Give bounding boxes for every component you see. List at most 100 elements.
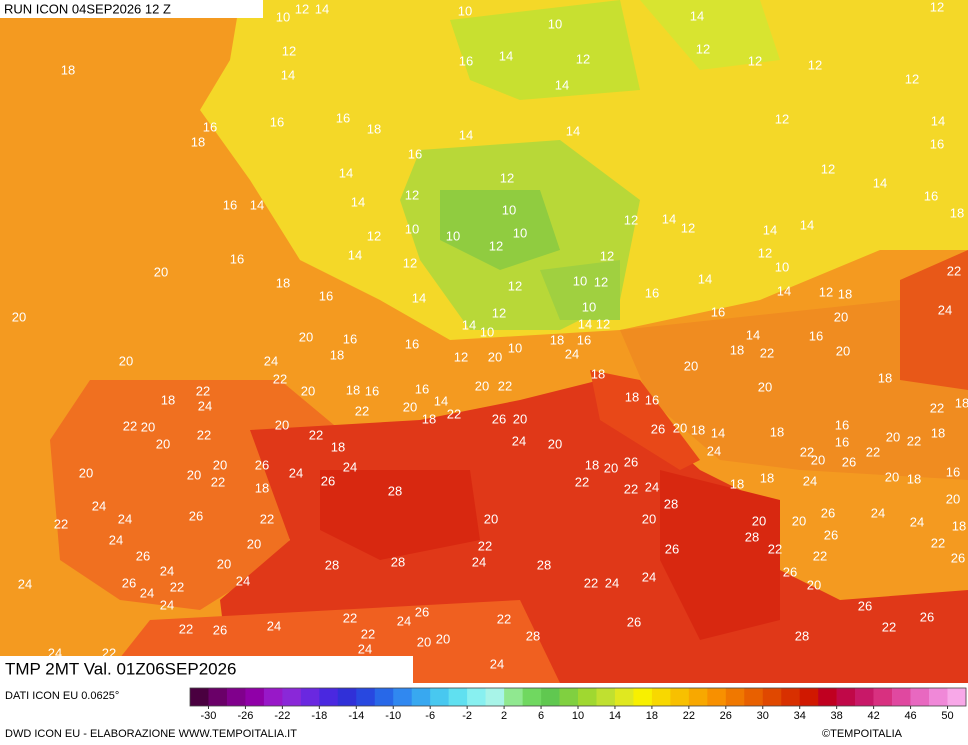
- temperature-label: 22: [584, 575, 598, 590]
- colorbar-tick-label: -18: [311, 710, 327, 722]
- temperature-label: 16: [223, 197, 237, 212]
- temperature-label: 18: [955, 395, 968, 410]
- temperature-label: 10: [775, 259, 789, 274]
- temperature-label: 22: [498, 378, 512, 393]
- temperature-label: 20: [673, 420, 687, 435]
- temperature-label: 18: [625, 389, 639, 404]
- temperature-label: 20: [642, 511, 656, 526]
- temperature-label: 18: [330, 347, 344, 362]
- temperature-label: 16: [336, 110, 350, 125]
- colorbar-swatch: [855, 688, 874, 706]
- temperature-label: 28: [388, 483, 402, 498]
- temperature-label: 24: [605, 575, 619, 590]
- colorbar-swatch: [910, 688, 930, 706]
- temperature-label: 14: [351, 194, 365, 209]
- temperature-label: 20: [604, 460, 618, 475]
- temperature-label: 20: [684, 358, 698, 373]
- temperature-label: 18: [331, 439, 345, 454]
- colorbar-swatch: [356, 688, 376, 706]
- colorbar-swatch: [818, 688, 837, 706]
- temperature-label: 14: [434, 393, 448, 408]
- temperature-label: 26: [136, 548, 150, 563]
- temperature-label: 14: [746, 327, 760, 342]
- colorbar-swatch: [707, 688, 727, 706]
- temperature-label: 18: [878, 370, 892, 385]
- colorbar-swatch: [781, 688, 801, 706]
- temperature-label: 14: [459, 127, 473, 142]
- colorbar-swatch: [245, 688, 265, 706]
- temperature-label: 26: [189, 508, 203, 523]
- temperature-label: 22: [882, 619, 896, 634]
- footer-box: [0, 656, 413, 683]
- temperature-label: 16: [203, 119, 217, 134]
- temperature-label: 12: [594, 274, 608, 289]
- temperature-label: 20: [79, 465, 93, 480]
- colorbar-swatch: [337, 688, 357, 706]
- temperature-label: 12: [500, 170, 514, 185]
- temperature-label: 22: [179, 621, 193, 636]
- temperature-label: 14: [462, 317, 476, 332]
- temperature-label: 16: [645, 285, 659, 300]
- colorbar-swatch: [670, 688, 690, 706]
- colorbar-tick-label: -2: [462, 710, 472, 722]
- temperature-label: 22: [575, 474, 589, 489]
- colorbar-tick-label: 46: [904, 710, 916, 722]
- temperature-label: 10: [276, 9, 290, 24]
- temperature-label: 24: [472, 554, 486, 569]
- temperature-label: 18: [367, 121, 381, 136]
- colorbar-tick-label: 42: [867, 710, 879, 722]
- temperature-label: 28: [795, 628, 809, 643]
- temperature-label: 26: [665, 541, 679, 556]
- colorbar-tick-label: 38: [831, 710, 843, 722]
- temperature-label: 12: [808, 57, 822, 72]
- temperature-label: 14: [348, 247, 362, 262]
- colorbar-swatch: [282, 688, 302, 706]
- temperature-label: 14: [800, 217, 814, 232]
- colorbar-swatch: [226, 688, 246, 706]
- temperature-label: 26: [651, 421, 665, 436]
- temperature-label: 12: [454, 349, 468, 364]
- temperature-label: 10: [508, 340, 522, 355]
- temperature-label: 20: [275, 417, 289, 432]
- temperature-label: 12: [596, 316, 610, 331]
- temperature-label: 10: [513, 225, 527, 240]
- temperature-label: 22: [930, 400, 944, 415]
- temperature-label: 20: [417, 634, 431, 649]
- colorbar-tick-label: 2: [501, 710, 507, 722]
- temperature-label: 24: [109, 532, 123, 547]
- temperature-label: 12: [282, 43, 296, 58]
- temperature-label: 12: [930, 0, 944, 14]
- colorbar-swatch: [190, 688, 209, 706]
- temperature-label: 20: [811, 452, 825, 467]
- temperature-label: 26: [213, 622, 227, 637]
- temperature-label: 12: [489, 238, 503, 253]
- temperature-label: 16: [835, 434, 849, 449]
- temperature-label: 22: [123, 418, 137, 433]
- colorbar-swatch: [651, 688, 671, 706]
- temperature-label: 24: [160, 563, 174, 578]
- temperature-label: 20: [834, 309, 848, 324]
- temperature-label: 24: [645, 479, 659, 494]
- temperature-label: 10: [582, 299, 596, 314]
- temperature-label: 16: [809, 328, 823, 343]
- temperature-label: 12: [600, 248, 614, 263]
- temperature-label: 18: [730, 342, 744, 357]
- temperature-label: 28: [325, 557, 339, 572]
- temperature-label: 18: [61, 62, 75, 77]
- temperature-label: 28: [537, 557, 551, 572]
- temperature-label: 20: [758, 379, 772, 394]
- colorbar-swatch: [725, 688, 745, 706]
- temperature-label: 16: [408, 146, 422, 161]
- temperature-label: 18: [770, 424, 784, 439]
- colorbar-swatch: [430, 688, 449, 706]
- temperature-label: 20: [156, 436, 170, 451]
- temperature-label: 22: [907, 433, 921, 448]
- temperature-label: 18: [585, 457, 599, 472]
- temperature-label: 16: [577, 332, 591, 347]
- colorbar-swatch: [614, 688, 634, 706]
- temperature-label: 22: [260, 511, 274, 526]
- temperature-label: 24: [343, 459, 357, 474]
- temperature-label: 16: [415, 381, 429, 396]
- temperature-label: 18: [760, 470, 774, 485]
